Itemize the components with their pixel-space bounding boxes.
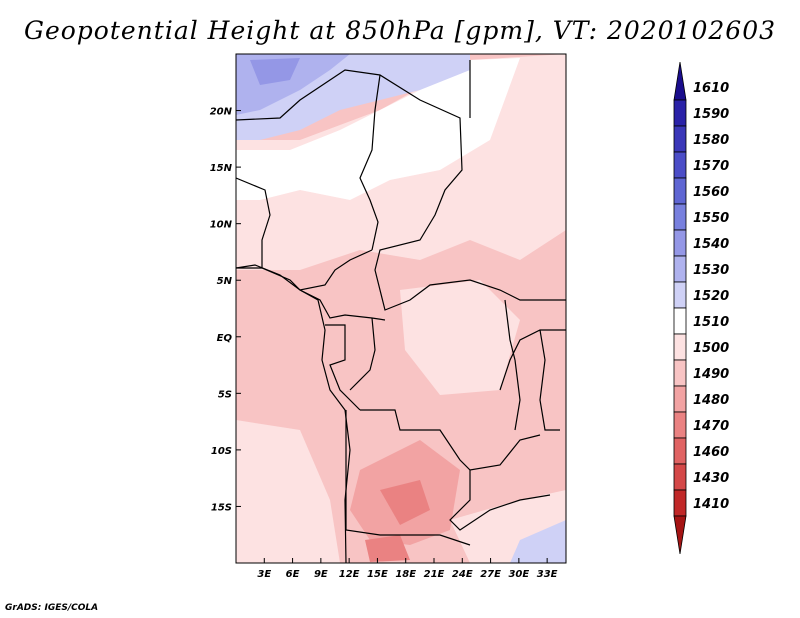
colorbar-swatch: [673, 359, 687, 387]
colorbar-swatch: [673, 203, 687, 231]
colorbar-label: 1410: [693, 497, 729, 512]
colorbar-swatch: [673, 151, 687, 179]
lon-tick-label: 3E: [257, 569, 271, 580]
colorbar-label: 1460: [693, 445, 729, 460]
colorbar-label: 1560: [693, 185, 729, 200]
colorbar-swatch: [673, 385, 687, 413]
lon-tick-label: 33E: [537, 569, 558, 580]
longitude-axis: 3E 6E 9E 12E 15E 18E 21E 24E 27E 30E 33E: [257, 558, 558, 580]
colorbar-swatch: [673, 255, 687, 283]
colorbar-label: 1500: [693, 341, 729, 356]
colorbar-label: 1580: [693, 133, 729, 148]
colorbar-swatch: [673, 177, 687, 205]
colorbar-label: 1430: [693, 471, 729, 486]
field-shading: [236, 54, 566, 563]
colorbar-swatch: [673, 229, 687, 257]
grads-credit: GrADS: IGES/COLA: [5, 603, 99, 613]
lon-tick-label: 24E: [452, 569, 473, 580]
chart-title: Geopotential Height at 850hPa [gpm], VT:…: [23, 16, 777, 45]
colorbar-swatch: [673, 489, 687, 517]
lon-tick-label: 6E: [286, 569, 300, 580]
lon-tick-label: 12E: [339, 569, 360, 580]
lon-tick-label: 9E: [314, 569, 328, 580]
colorbar-label: 1570: [693, 159, 729, 174]
colorbar-label: 1530: [693, 263, 729, 278]
lon-tick-label: 27E: [480, 569, 501, 580]
colorbar-label: 1510: [693, 315, 729, 330]
colorbar-swatch: [673, 333, 687, 361]
colorbar-label: 1470: [693, 419, 729, 434]
colorbar-label: 1490: [693, 367, 729, 382]
lat-tick-label: EQ: [217, 333, 233, 344]
country-borders: [236, 60, 566, 563]
colorbar-label: 1540: [693, 237, 729, 252]
lon-tick-label: 18E: [395, 569, 416, 580]
colorbar-swatch: [673, 125, 687, 153]
colorbar-swatch: [673, 281, 687, 309]
colorbar-label: 1520: [693, 289, 729, 304]
lat-tick-label: 15N: [210, 163, 233, 174]
colorbar-swatch: [673, 307, 687, 335]
latitude-axis: 20N 15N 10N 5N EQ 5S 10S 15S: [210, 107, 241, 513]
lat-tick-label: 5N: [217, 276, 233, 287]
colorbar-swatch: [673, 411, 687, 439]
lat-tick-label: 5S: [218, 389, 232, 400]
colorbar-swatch: [673, 437, 687, 465]
lat-tick-label: 15S: [211, 502, 232, 513]
lat-tick-label: 10S: [211, 446, 232, 457]
lat-tick-label: 20N: [210, 107, 233, 118]
colorbar-label: 1610: [693, 81, 729, 96]
lon-tick-label: 15E: [367, 569, 388, 580]
lon-tick-label: 21E: [424, 569, 445, 580]
colorbar-label: 1480: [693, 393, 729, 408]
colorbar-swatch: [673, 515, 687, 555]
colorbar-swatch: [673, 463, 687, 491]
lon-tick-label: 30E: [508, 569, 529, 580]
colorbar-label: 1590: [693, 107, 729, 122]
lat-tick-label: 10N: [210, 220, 233, 231]
colorbar-swatch: [673, 61, 687, 101]
colorbar-swatch: [673, 99, 687, 127]
map-frame: [235, 53, 567, 564]
colorbar-label: 1550: [693, 211, 729, 226]
